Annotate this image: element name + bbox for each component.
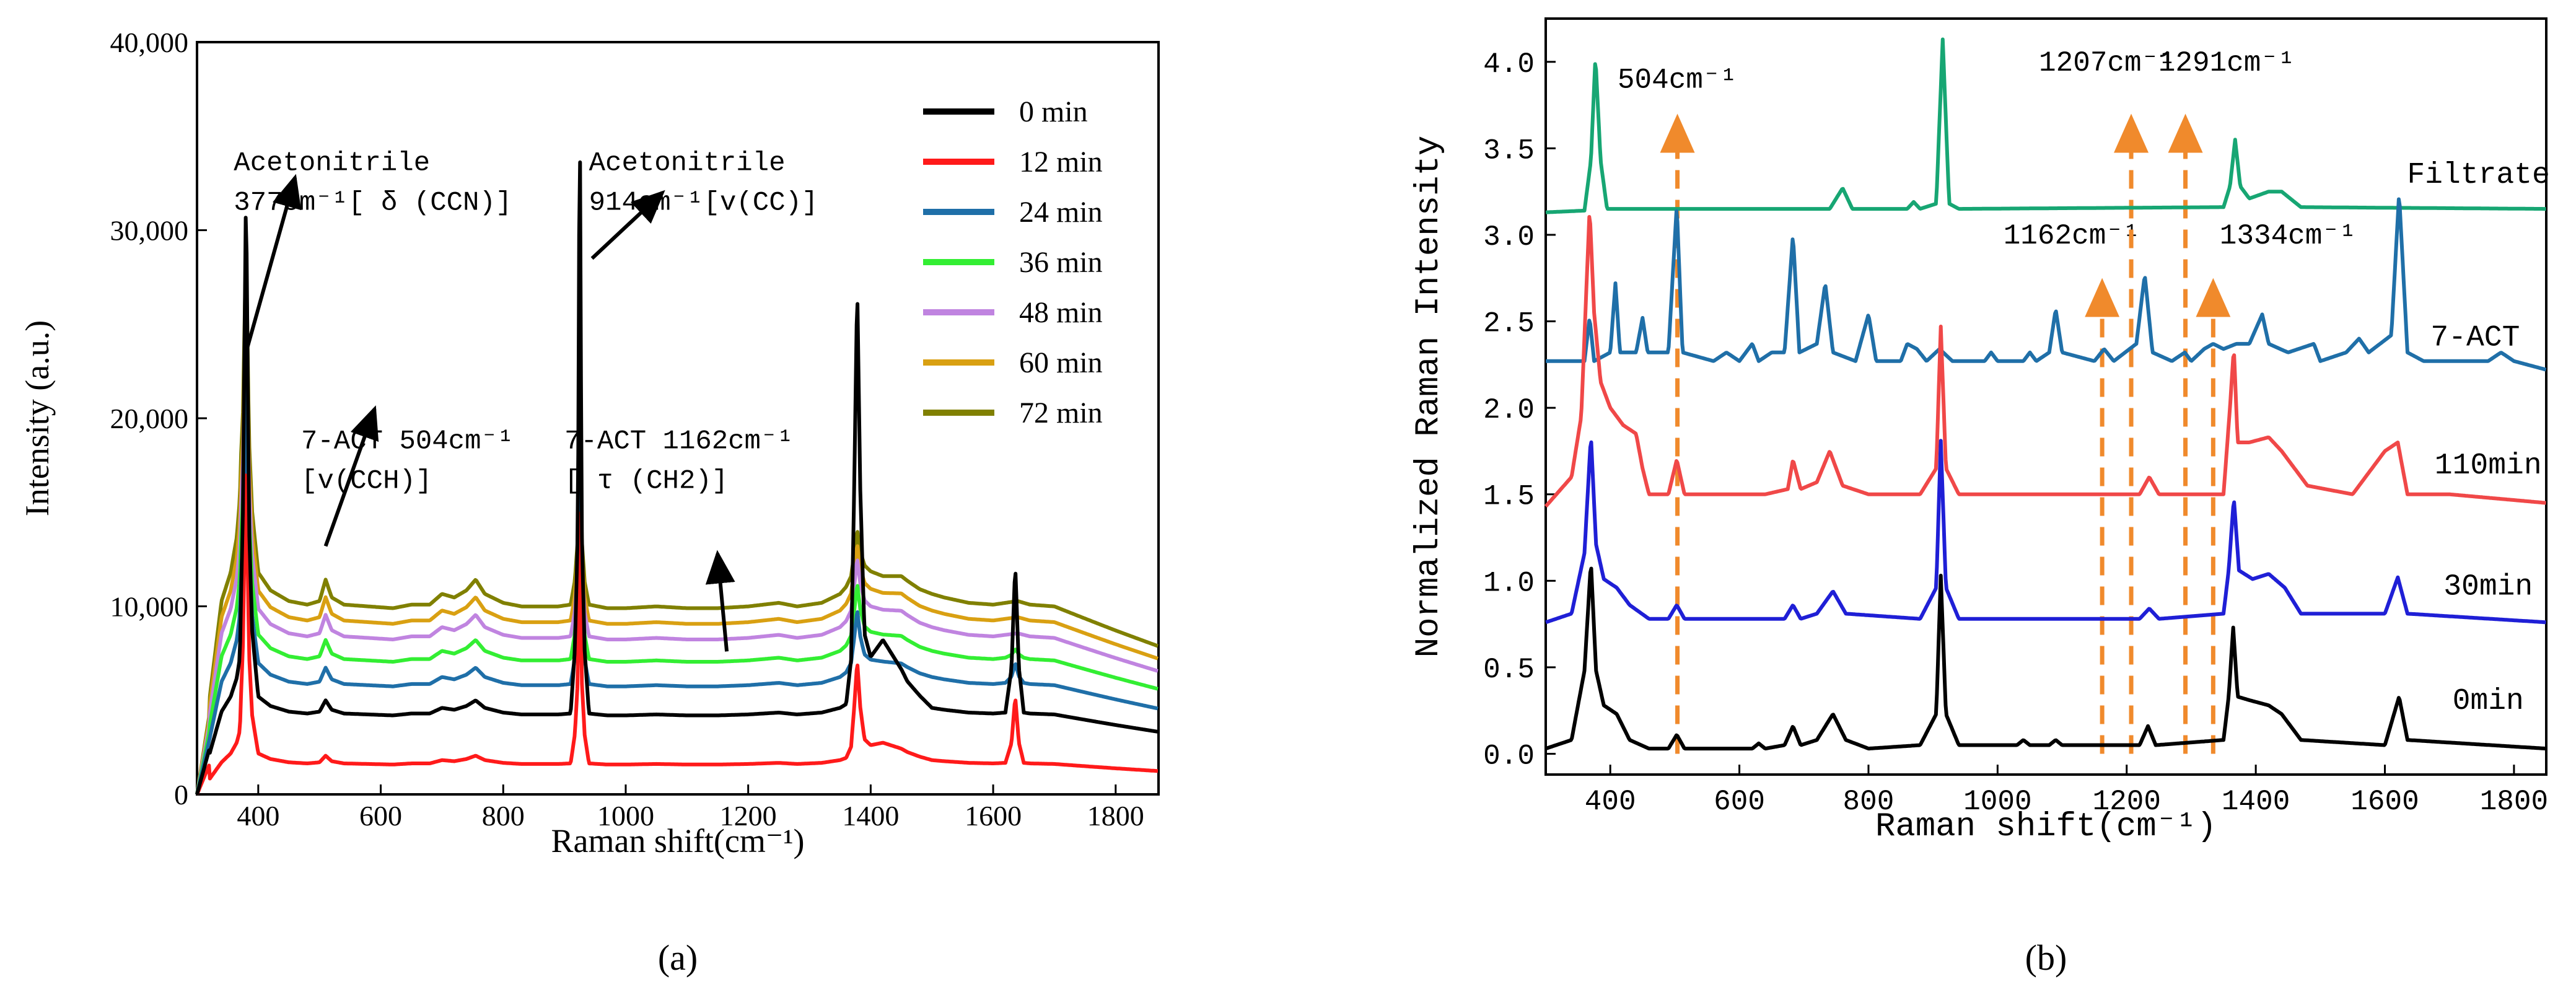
panel-b-series-line bbox=[1544, 439, 2547, 625]
panel-b-curve-label: Filtrate bbox=[2407, 159, 2549, 192]
panel-b-xtick-label: 1400 bbox=[2222, 786, 2290, 818]
panel-b-xtick-label: 800 bbox=[1843, 786, 1895, 818]
panel-a-ytick-label: 30,000 bbox=[110, 215, 189, 247]
panel-a-xtick-label: 1400 bbox=[842, 800, 899, 832]
panel-a-annotation-text: 377cm⁻¹[ δ (CCN)] bbox=[234, 187, 512, 218]
panel-b-ylabel: Normalized Raman Intensity bbox=[1410, 136, 1448, 658]
panel-a-legend-label: 12 min bbox=[1019, 146, 1103, 178]
panel-b: 400 600 800 1000 1200 1400 1600 1800 0.0 0.5 1.0 1.… bbox=[1410, 17, 2550, 978]
panel-a-ytick-label: 40,000 bbox=[110, 27, 189, 58]
panel-b-xtick-label: 1600 bbox=[2350, 786, 2419, 818]
panel-a-xtick-label: 1600 bbox=[965, 800, 1022, 832]
panel-b-label: (b) bbox=[2025, 938, 2067, 978]
panel-a-xtick-label: 1200 bbox=[720, 800, 777, 832]
panel-a-annotation-arrow bbox=[244, 173, 302, 353]
panel-a-annotation-arrow bbox=[705, 550, 735, 652]
panel-a-series-line bbox=[195, 292, 1159, 795]
panel-b-axes-box bbox=[1544, 17, 2548, 776]
panel-b-dashed-label: 504cm⁻¹ bbox=[1618, 64, 1737, 97]
panel-a-series-line bbox=[195, 312, 1159, 795]
panel-b-dashed-label: 1334cm⁻¹ bbox=[2220, 220, 2357, 252]
panel-a: 400 600 800 1000 1200 1400 1600 1800 0 10,000 20,0… bbox=[19, 27, 1160, 978]
panel-b-ytick-label: 0.0 bbox=[1483, 740, 1535, 772]
panel-a-legend-label: 36 min bbox=[1019, 246, 1103, 279]
panel-a-ylabel: Intensity (a.u.) bbox=[19, 320, 56, 516]
panel-a-xtick-label: 1000 bbox=[597, 800, 654, 832]
panel-a-ytick-label: 0 bbox=[174, 779, 188, 810]
panel-b-series-line bbox=[1544, 566, 2547, 751]
panel-a-legend-label: 0 min bbox=[1019, 95, 1088, 128]
panel-b-curve-label: 7-ACT bbox=[2430, 322, 2520, 355]
panel-b-dashed-label: 1291cm⁻¹ bbox=[2158, 47, 2295, 79]
panel-a-xtick-label: 1800 bbox=[1087, 800, 1144, 832]
panel-a-series-line bbox=[195, 382, 1159, 795]
panel-a-annotation-text: [v(CCH)] bbox=[301, 466, 432, 497]
panel-b-series-line bbox=[1544, 197, 2547, 372]
panel-b-xtick-label: 1200 bbox=[2093, 786, 2161, 818]
panel-a-legend-label: 60 min bbox=[1019, 346, 1103, 379]
panel-b-dashed-label: 1207cm⁻¹ bbox=[2039, 47, 2176, 79]
panel-a-legend-label: 24 min bbox=[1019, 196, 1103, 229]
panel-b-dashed-label: 1162cm⁻¹ bbox=[2004, 220, 2140, 252]
panel-a-annotation-arrow bbox=[590, 190, 665, 260]
panel-a-label: (a) bbox=[658, 938, 698, 978]
panel-a-xlabel: Raman shift(cm⁻¹) bbox=[551, 822, 804, 859]
panel-b-series-line bbox=[1544, 37, 2547, 214]
panel-b-ytick-label: 0.5 bbox=[1483, 654, 1535, 686]
panel-b-ytick-label: 1.0 bbox=[1483, 567, 1535, 599]
panel-b-ytick-label: 3.5 bbox=[1483, 134, 1535, 167]
panel-b-xtick-label: 1800 bbox=[2480, 786, 2548, 818]
panel-b-series-line bbox=[1544, 215, 2547, 508]
panel-a-series-line bbox=[195, 258, 1159, 795]
panel-a-annotation-text: 7-ACT 504cm⁻¹ bbox=[301, 426, 514, 457]
panel-a-annotation-arrow bbox=[323, 405, 379, 547]
panel-a-xtick-label: 800 bbox=[482, 800, 525, 832]
panel-b-ytick-label: 4.0 bbox=[1483, 48, 1535, 81]
panel-b-ytick-label: 1.5 bbox=[1483, 481, 1535, 513]
panel-b-curve-label: 110min bbox=[2435, 449, 2542, 483]
panel-b-xlabel: Raman shift(cm⁻¹) bbox=[1875, 808, 2217, 846]
panel-a-annotation-text: 914cm⁻¹[v(CC)] bbox=[589, 187, 818, 218]
panel-b-ytick-label: 2.0 bbox=[1483, 394, 1535, 426]
panel-a-annotation-text: 7-ACT 1162cm⁻¹ bbox=[564, 426, 794, 457]
panel-b-xtick-label: 600 bbox=[1714, 786, 1765, 818]
panel-b-xtick-label: 1000 bbox=[1963, 786, 2031, 818]
panel-b-ytick-label: 2.5 bbox=[1483, 308, 1535, 340]
panel-a-ytick-label: 20,000 bbox=[110, 403, 189, 434]
panel-a-xtick-label: 400 bbox=[237, 800, 279, 832]
panel-a-xtick-label: 600 bbox=[359, 800, 402, 832]
panel-a-annotation-text: Acetonitrile bbox=[234, 147, 430, 178]
panel-a-ytick-label: 10,000 bbox=[110, 591, 189, 623]
panel-a-annotation-text: Acetonitrile bbox=[589, 147, 786, 178]
panel-a-annotation-text: [ τ (CH2)] bbox=[564, 466, 728, 497]
panel-b-xtick-label: 400 bbox=[1585, 786, 1636, 818]
panel-b-ytick-label: 3.0 bbox=[1483, 221, 1535, 253]
panel-b-curve-label: 0min bbox=[2453, 685, 2524, 718]
panel-a-series-line bbox=[195, 346, 1159, 795]
panel-a-legend-label: 72 min bbox=[1019, 397, 1103, 429]
panel-a-series-line bbox=[195, 473, 1159, 796]
panel-b-curve-label: 30min bbox=[2443, 571, 2533, 604]
panel-a-legend-label: 48 min bbox=[1019, 296, 1103, 329]
panel-a-series-line bbox=[195, 160, 1159, 795]
